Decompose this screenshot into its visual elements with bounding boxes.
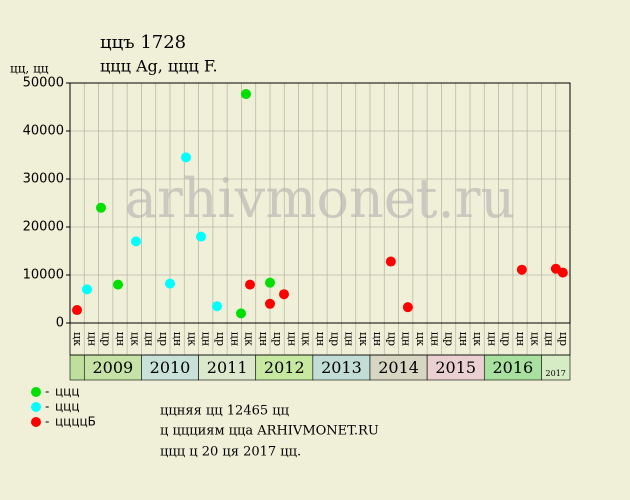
- column-label: цн: [514, 332, 527, 346]
- chart-subtitle: ццц Ag, ццц F.: [100, 57, 218, 76]
- legend-dash: -: [45, 415, 49, 429]
- column-label: цк: [185, 332, 198, 346]
- point: [402, 302, 413, 313]
- year-label: 2016: [492, 358, 533, 377]
- year-label: 2017: [546, 369, 566, 378]
- year-label: 2009: [92, 358, 133, 377]
- note: ц ццциям цца ARHIVMONET.RU: [160, 424, 379, 439]
- column-label: цк: [300, 332, 313, 346]
- year-cell: [483, 354, 542, 381]
- column-label: цн: [228, 332, 241, 346]
- year-label: 2013: [321, 358, 362, 377]
- year-cell: [369, 354, 428, 381]
- column-label: цн: [428, 332, 441, 346]
- y-tick-label: 50000: [23, 76, 64, 91]
- column-label: цн: [457, 332, 470, 346]
- point: [96, 202, 106, 213]
- column-label: цк: [71, 332, 84, 346]
- column-label: цр: [100, 332, 113, 346]
- legend-marker: [31, 402, 41, 412]
- note: ццняя цц 12465 цц: [160, 404, 289, 419]
- column-label: цн: [143, 332, 156, 346]
- column-label: цн: [200, 332, 213, 346]
- point: [241, 89, 251, 100]
- column-label: цк: [528, 332, 541, 346]
- point: [212, 301, 222, 312]
- column-label: цр: [157, 332, 170, 346]
- point: [516, 264, 527, 275]
- point: [557, 267, 568, 278]
- column-label: цн: [371, 332, 384, 346]
- column-label: цр: [500, 332, 513, 346]
- column-label: цк: [128, 332, 141, 346]
- column-label: цр: [385, 332, 398, 346]
- point: [165, 278, 175, 289]
- watermark: arhivmonet.ru: [125, 167, 515, 230]
- point: [279, 289, 289, 300]
- y-tick-label: 30000: [23, 172, 64, 187]
- point: [385, 256, 396, 267]
- year-label: 2015: [435, 358, 476, 377]
- column-label: цн: [171, 332, 184, 346]
- year-cell: [312, 354, 371, 381]
- column-label: цк: [414, 332, 427, 346]
- column-label: цк: [357, 332, 370, 346]
- point: [131, 236, 141, 247]
- column-label: цр: [443, 332, 456, 346]
- column-label: цн: [343, 332, 356, 346]
- point: [196, 231, 206, 242]
- point: [236, 308, 246, 319]
- year-label: 2014: [378, 358, 419, 377]
- point: [82, 284, 92, 295]
- column-label: цн: [400, 332, 413, 346]
- year-label: 2011: [207, 358, 248, 377]
- point: [245, 279, 255, 290]
- year-label: 2012: [264, 358, 305, 377]
- column-label: цн: [257, 332, 270, 346]
- point: [72, 305, 82, 316]
- legend-dash: -: [45, 400, 49, 414]
- legend-label: ццц: [55, 385, 80, 399]
- column-label: цн: [85, 332, 98, 346]
- legend-dash: -: [45, 385, 49, 399]
- year-cell: [255, 354, 314, 381]
- point: [265, 298, 275, 309]
- column-label: цр: [214, 332, 227, 346]
- column-label: цн: [285, 332, 298, 346]
- y-tick-label: 20000: [23, 220, 64, 235]
- point: [265, 277, 275, 288]
- legend-label: ццц: [55, 400, 80, 414]
- year-cell: [541, 354, 571, 381]
- note: ццц ц 20 ця 2017 цц.: [160, 445, 301, 460]
- legend-label: ццццБ: [55, 415, 96, 429]
- year-cell: [198, 354, 257, 381]
- year-cell: [83, 354, 142, 381]
- year-label: 2010: [150, 358, 191, 377]
- column-label: цк: [471, 332, 484, 346]
- y-tick-label: 10000: [23, 268, 64, 283]
- column-label: цр: [557, 332, 570, 346]
- column-label: цн: [543, 332, 556, 346]
- column-label: цн: [314, 332, 327, 346]
- first-cell: [69, 354, 85, 381]
- column-label: цр: [328, 332, 341, 346]
- y-tick-label: 40000: [23, 124, 64, 139]
- legend-marker: [31, 387, 41, 397]
- y-tick-label: 0: [56, 316, 64, 331]
- chart-title: ццъ 1728: [100, 32, 186, 53]
- point: [113, 279, 123, 290]
- column-label: цк: [243, 332, 256, 346]
- legend-marker: [31, 417, 41, 427]
- column-label: цн: [485, 332, 498, 346]
- point: [181, 152, 191, 163]
- column-label: цр: [271, 332, 284, 346]
- plot-frame: [69, 82, 571, 324]
- column-label: цн: [114, 332, 127, 346]
- y-axis-label: цц, цц: [10, 62, 49, 76]
